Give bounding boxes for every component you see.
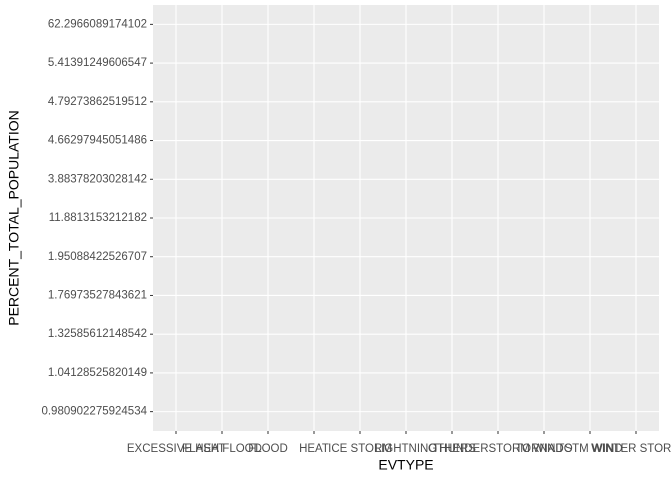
x-tick-label: OTHERS <box>428 443 476 455</box>
x-tick-label: LIGHTNING <box>375 443 438 455</box>
x-tick-label: EXCESSIVE HEAT <box>127 443 225 455</box>
x-tick-label: TSTM WIND <box>557 443 622 455</box>
y-tick-label: 11.8813153212182 <box>49 212 147 224</box>
y-axis-title: PERCENT_TOTAL_POPULATION <box>6 110 22 326</box>
y-tick-label: 62.2966089174102 <box>48 18 147 30</box>
x-tick-label: TORNADO <box>515 443 572 455</box>
y-tick-label: 4.66297945051486 <box>48 135 147 147</box>
y-tick-label: 0.980902275924534 <box>41 406 147 418</box>
y-tick-label: 3.88378203028142 <box>48 173 147 185</box>
y-tick-label: 4.79273862519512 <box>48 96 147 108</box>
x-axis-title: EVTYPE <box>378 457 433 473</box>
y-tick-label: 1.04128525820149 <box>48 367 147 379</box>
x-tick-label: HEAT <box>299 443 329 455</box>
x-tick-label: ICE STORM <box>328 443 392 455</box>
x-tick-label: THUNDERSTORM WIND <box>432 443 563 455</box>
x-tick-label: FLOOD <box>248 443 288 455</box>
y-tick-label: 5.41391249606547 <box>48 57 147 69</box>
x-tick-label: WINTER STORM <box>591 443 672 455</box>
y-tick-label: 1.76973527843621 <box>48 289 147 301</box>
y-tick-label: 1.95088422526707 <box>48 251 147 263</box>
x-tick-label: FLASH FLOOD <box>182 443 262 455</box>
y-tick-label: 1.32585612148542 <box>48 328 147 340</box>
